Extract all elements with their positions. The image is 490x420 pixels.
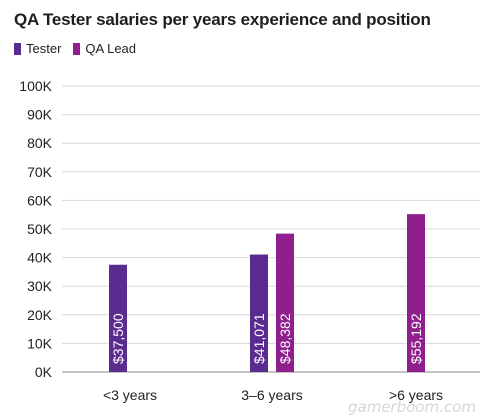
y-tick-label: 20K	[27, 307, 53, 323]
y-tick-label: 90K	[27, 107, 53, 123]
y-tick-label: 30K	[27, 278, 53, 294]
data-label: $55,192	[408, 313, 424, 364]
data-label: $37,500	[110, 313, 126, 364]
data-label: $48,382	[277, 313, 293, 364]
y-tick-label: 40K	[27, 250, 53, 266]
data-label: $41,071	[251, 313, 267, 364]
watermark: gamerboom.com	[348, 398, 476, 416]
y-tick-label: 50K	[27, 221, 53, 237]
y-tick-label: 80K	[27, 135, 53, 151]
y-tick-label: 60K	[27, 192, 53, 208]
y-tick-label: 70K	[27, 164, 53, 180]
y-tick-label: 10K	[27, 335, 53, 351]
x-tick-label: <3 years	[103, 387, 157, 403]
y-tick-label: 0K	[35, 364, 53, 380]
y-tick-label: 100K	[19, 78, 52, 94]
x-tick-label: 3–6 years	[241, 387, 302, 403]
